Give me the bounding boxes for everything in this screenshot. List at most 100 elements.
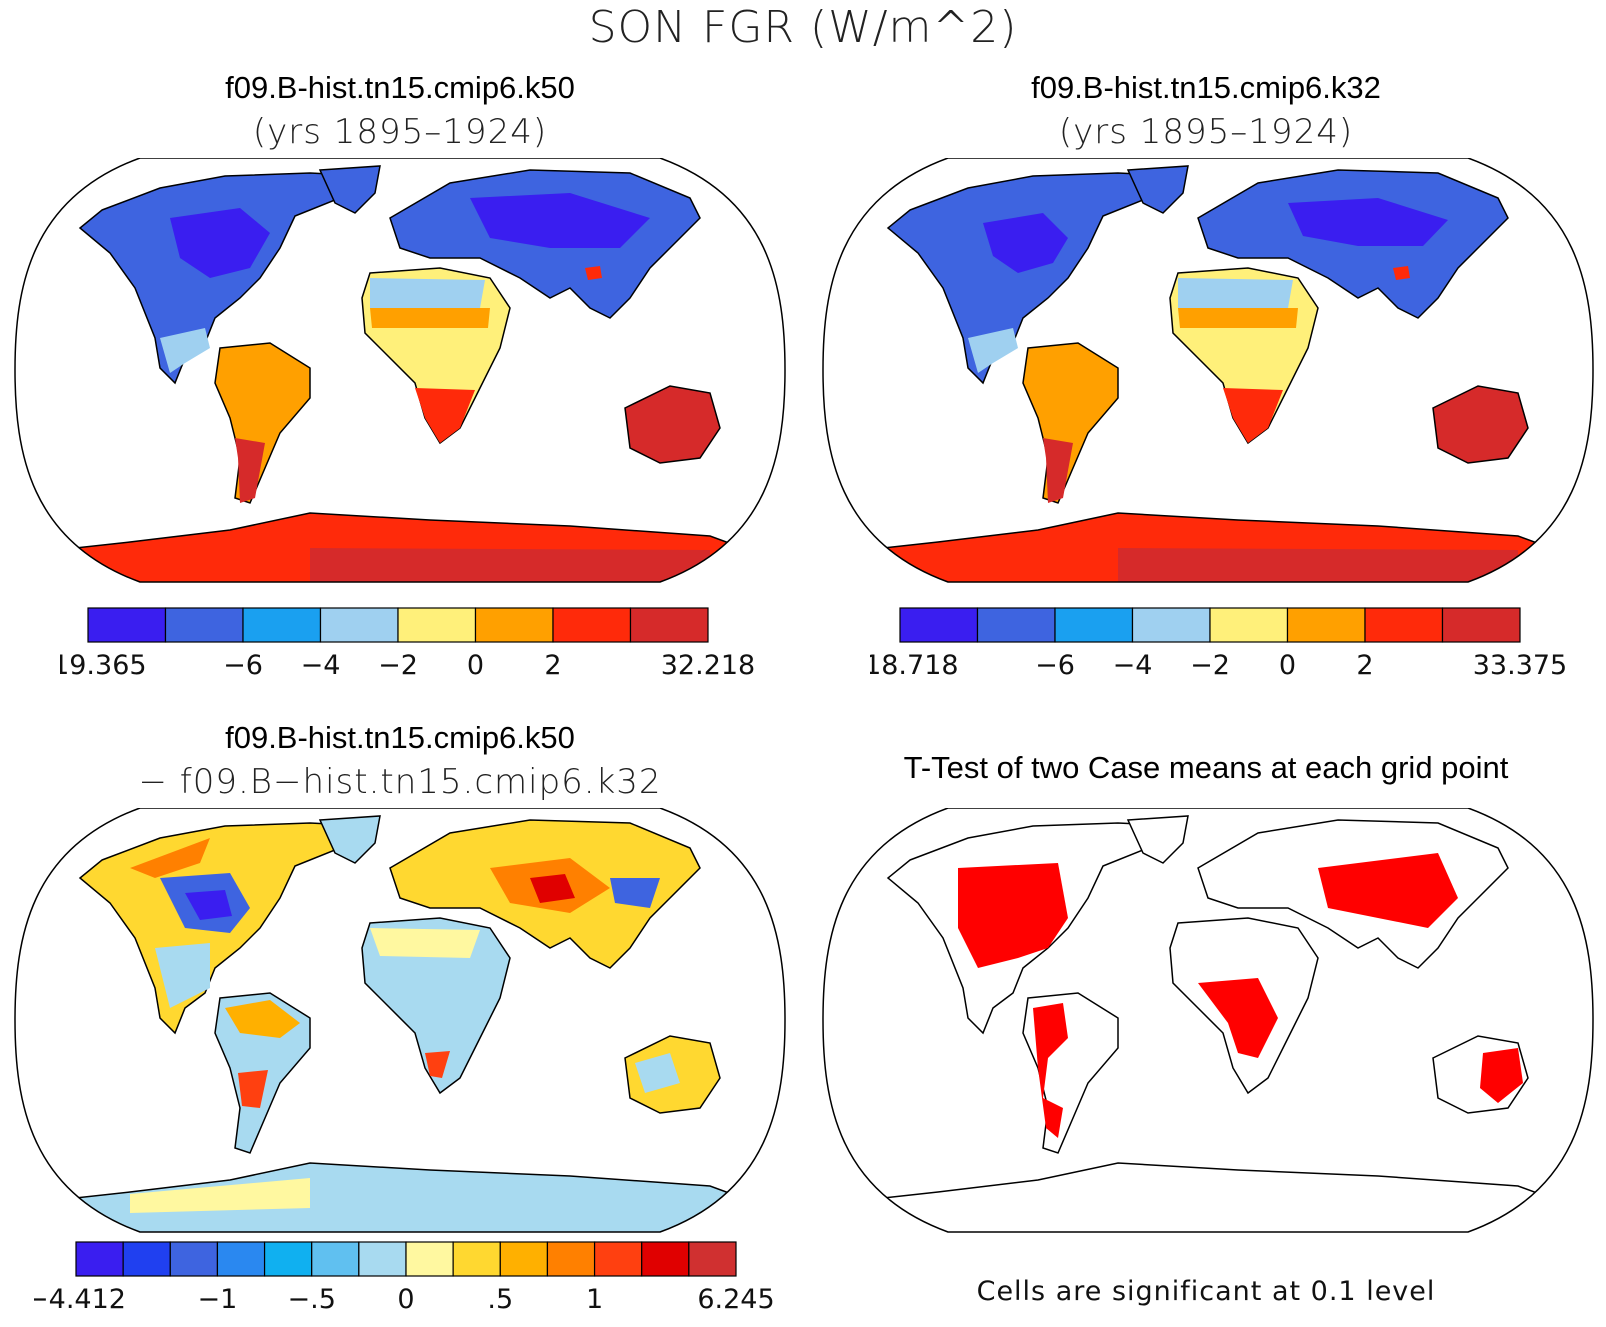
colorbar-tick-label: −4.412 [34,1284,126,1315]
africa-south-warm [425,1051,450,1078]
north-america-land [886,172,1181,385]
colorbar-bottom-left: −4.412 −1 −.5 0 .5 1 6.245 [34,1241,775,1315]
map-border [14,808,786,1233]
greenland [318,815,381,864]
colorbar-tick-label: −2 [1190,650,1230,681]
australia-land [624,385,721,464]
colorbar-swatch [216,1241,266,1277]
africa-sahel [1178,308,1298,328]
colorbar-swatch [1441,607,1521,643]
colorbar-swatch [405,1241,454,1277]
greenland [318,165,381,214]
sa-significant [1033,1003,1068,1138]
colorbar-top-right: −18.718 −6 −4 −2 0 2 33.375 [870,607,1567,681]
colorbar-tick-label: −6 [223,650,263,681]
colorbar-tick-label: −2 [378,650,418,681]
colorbar-swatch [1364,607,1444,643]
panel-title-bottom-right: T-Test of two Case means at each grid po… [903,750,1509,785]
colorbar-swatch [474,607,554,643]
colorbar-swatch [319,607,399,643]
colorbar-swatch [397,607,477,643]
south-america-land [214,342,311,504]
greenland-outline [1126,815,1189,864]
na-warm [130,838,210,878]
africa-north [370,278,485,308]
colorbar-tick-label: −1 [198,1284,238,1315]
tibet-hot [585,266,602,280]
tibet-hot [1393,266,1410,280]
africa-sahel [370,308,490,328]
map-top-left [14,158,786,583]
africa-yellow [370,928,480,958]
colorbar-swatch [629,607,709,643]
panel-title-top-left: f09.B-hist.tn15.cmip6.k50 [225,70,575,105]
colorbar-swatch [1286,607,1366,643]
colorbar-tick-label: 0 [397,1284,414,1315]
antarctica-interior [310,548,710,582]
colorbar-swatch [1054,607,1134,643]
colorbar-tick-label: −6 [1035,650,1075,681]
map-top-right [822,158,1594,583]
figure-title: SON FGR (W/m^2) [588,2,1018,53]
greenland [1126,165,1189,214]
eurasia-significant [1318,853,1458,928]
colorbar-tick-label: .5 [487,1284,513,1315]
africa-north [1178,278,1293,308]
colorbar-tick-label: 6.245 [697,1284,774,1315]
antarctica-interior [1118,548,1518,582]
colorbar-swatch [311,1241,360,1277]
colorbar-tick-label: −4 [301,650,341,681]
colorbar-tick-label: 33.375 [1473,650,1567,681]
colorbar-swatch [169,1241,219,1277]
africa-south [1223,388,1283,443]
panel-subtitle-top-right: (yrs 1895–1924) [1058,112,1354,152]
colorbar-swatch [688,1241,737,1277]
colorbar-swatch [546,1241,596,1277]
na-interior [170,208,270,278]
south-america-land [1022,342,1119,504]
colorbar-swatch [164,607,244,643]
na-south [160,328,210,373]
colorbar-tick-label: 1 [586,1284,603,1315]
colorbar-swatch [242,607,322,643]
colorbar-swatch [263,1241,313,1277]
panel-subtitle-top-left: (yrs 1895–1924) [252,112,548,152]
na-interior [983,213,1068,273]
map-bottom-right [822,808,1594,1233]
na-significant [958,863,1068,968]
sa-south-warm [238,1070,268,1108]
eurasia-hot [530,874,575,903]
colorbar-tick-label: −19.365 [60,650,147,681]
colorbar-swatch [499,1241,549,1277]
panel-subtitle-bottom-left: − f09.B−hist.tn15.cmip6.k32 [138,762,662,802]
africa-land [361,917,511,1095]
sa-south [1043,438,1073,503]
eurasia-cold [610,878,660,908]
colorbar-swatch [552,607,632,643]
colorbar-swatch [593,1241,643,1277]
panel-title-top-right: f09.B-hist.tn15.cmip6.k32 [1031,70,1381,105]
australia-significant [1480,1048,1523,1103]
na-cold-core [185,890,232,920]
antarctica-warm [130,1178,310,1213]
map-border [822,158,1594,583]
na-south [968,328,1018,373]
colorbar-tick-label: 2 [544,650,561,681]
na-south [155,943,210,1008]
colorbar-tick-label: 2 [1356,650,1373,681]
colorbar-swatch [976,607,1056,643]
north-america-land [78,172,373,385]
australia-land [1432,385,1529,464]
eurasia-interior [470,193,650,248]
colorbar-tick-label: 0 [467,650,484,681]
colorbar-swatch [641,1241,690,1277]
colorbar-tick-label: −.5 [288,1284,336,1315]
colorbar-swatch [1209,607,1289,643]
panel-title-bottom-left: f09.B-hist.tn15.cmip6.k50 [225,720,575,755]
colorbar-swatch [87,607,167,643]
map-border [822,808,1594,1233]
colorbar-swatch [75,1241,124,1277]
map-bottom-left [14,808,786,1233]
colorbar-tick-label: −18.718 [870,650,959,681]
colorbar-tick-label: 0 [1279,650,1296,681]
